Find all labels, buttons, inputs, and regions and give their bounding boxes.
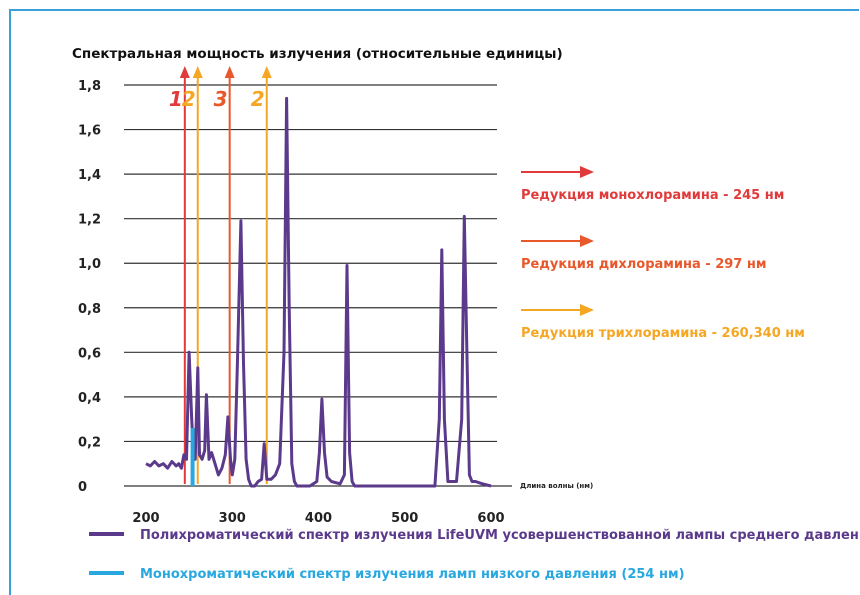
y-tick-label: 1,4 <box>78 168 101 183</box>
legend: Полихроматический спектр излучения LifeU… <box>89 528 860 582</box>
x-tick-label: 300 <box>219 511 246 526</box>
marker-label: 3 <box>214 87 228 111</box>
annotation-text: Редукция трихлорамина - 260,340 нм <box>521 326 805 341</box>
y-tick-label: 0,4 <box>78 391 101 406</box>
x-tick-label: 200 <box>132 511 159 526</box>
y-tick-label: 1,6 <box>78 124 101 139</box>
y-tick-label: 0,2 <box>78 435 101 450</box>
y-tick-label: 0 <box>78 480 87 495</box>
marker-arrowhead <box>179 66 190 78</box>
series-layer <box>145 96 492 488</box>
marker-arrowhead <box>224 66 235 78</box>
legend-label-monochromatic: Монохроматический спектр излучения ламп … <box>140 567 685 582</box>
marker-label: 2 <box>251 87 265 111</box>
x-tick-label: 500 <box>391 511 418 526</box>
marker-arrowhead <box>261 66 272 78</box>
grid-lines <box>124 84 512 487</box>
y-tick-label: 1,0 <box>78 257 101 272</box>
legend-label-polychromatic-line1: Полихроматический спектр излучения LifeU… <box>140 528 860 543</box>
annotation-arrowhead <box>580 235 594 247</box>
y-tick-label: 0,6 <box>78 346 101 361</box>
marker-label: 2 <box>182 87 196 111</box>
x-axis-ticks: 200 300 400 500 600 <box>132 511 504 526</box>
figure-frame <box>9 9 859 595</box>
chart-title: Спектральная мощность излучения (относит… <box>72 46 563 62</box>
y-tick-label: 1,2 <box>78 213 101 228</box>
marker-label: 1 <box>169 87 183 111</box>
annotation-text: Редукция монохлорамина - 245 нм <box>521 188 784 203</box>
marker-arrowhead <box>192 66 203 78</box>
y-tick-label: 1,8 <box>78 79 101 94</box>
series-bar-monochromatic <box>190 428 195 486</box>
x-tick-label: 400 <box>305 511 332 526</box>
annotations: Редукция монохлорамина - 245 нм Редукция … <box>521 166 805 341</box>
y-axis-ticks: 0 0,2 0,4 0,6 0,8 1,0 1,2 1,4 1,6 1,8 <box>78 79 101 495</box>
annotation-arrowhead <box>580 304 594 316</box>
x-axis-label: Длина волны (нм) <box>520 482 593 490</box>
x-tick-label: 600 <box>477 511 504 526</box>
y-tick-label: 0,8 <box>78 302 101 317</box>
annotation-text: Редукция дихлорамина - 297 нм <box>521 257 767 272</box>
annotation-arrowhead <box>580 166 594 178</box>
